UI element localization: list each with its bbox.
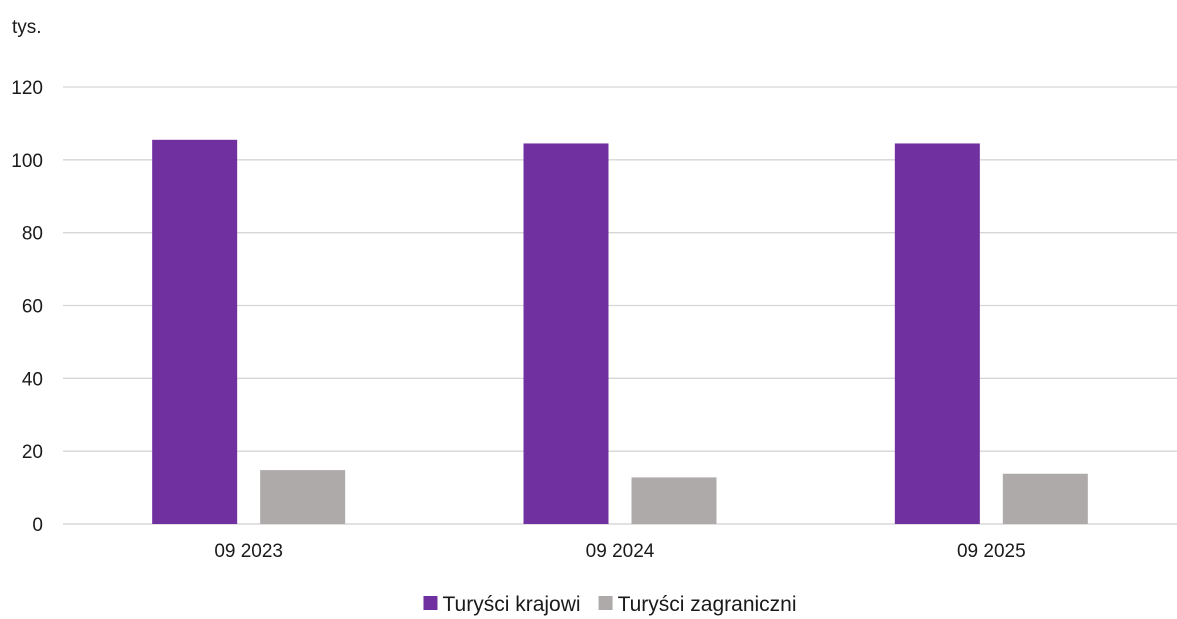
y-unit-label: tys. [12, 17, 42, 38]
gridlines [63, 86, 1177, 525]
legend: Turyści krajowi Turyści zagraniczni [423, 593, 797, 616]
bars [152, 139, 1088, 524]
x-tick-label: 09 2024 [586, 541, 655, 562]
y-tick-label: 80 [22, 224, 43, 245]
y-tick-label: 60 [22, 297, 43, 318]
legend-label-domestic: Turyści krajowi [442, 593, 580, 616]
bar-domestic-2 [894, 143, 980, 524]
legend-swatch-foreign [598, 596, 613, 610]
legend-label-foreign: Turyści zagraniczni [618, 593, 797, 616]
y-tick-label: 40 [22, 369, 43, 390]
y-tick-label: 20 [22, 442, 43, 463]
y-tick-labels: 0 20 40 60 80 100 120 [11, 78, 43, 536]
legend-swatch-domestic [423, 596, 438, 610]
y-tick-label: 100 [11, 151, 43, 172]
x-tick-label: 09 2025 [957, 541, 1026, 562]
bar-foreign-2 [1002, 473, 1088, 524]
x-tick-labels: 09 2023 09 2024 09 2025 [214, 541, 1025, 562]
bar-foreign-0 [260, 470, 346, 524]
bar-domestic-0 [152, 139, 238, 524]
y-tick-label: 120 [11, 78, 43, 99]
bar-domestic-1 [523, 143, 609, 524]
x-tick-label: 09 2023 [214, 541, 283, 562]
y-tick-label: 0 [32, 515, 43, 536]
bar-foreign-1 [631, 477, 717, 524]
